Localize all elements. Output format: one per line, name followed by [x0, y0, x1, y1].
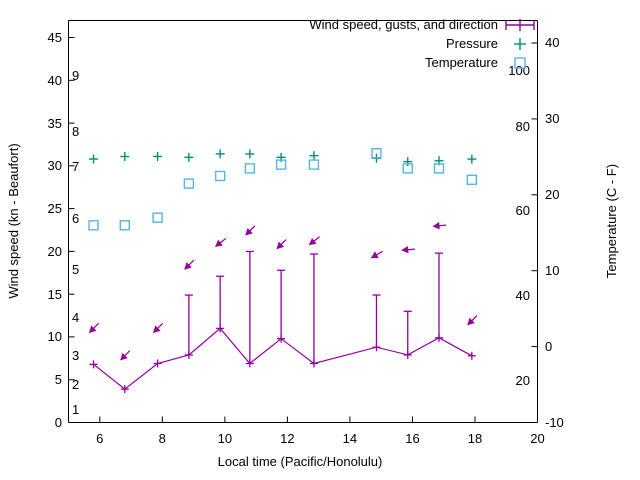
pressure-markers	[89, 149, 477, 167]
fahrenheit-label: 60	[516, 203, 530, 218]
beaufort-label: 8	[72, 124, 79, 139]
temperature-marker	[308, 159, 320, 170]
legend-label-wind: Wind speed, gusts, and direction	[309, 17, 498, 32]
legend-label-pressure: Pressure	[446, 36, 498, 51]
y-axis-labels-right: -10 0 10 20 30 40	[545, 35, 564, 430]
x-tick-label: 20	[530, 431, 544, 446]
y2-tick-label: 20	[545, 187, 559, 202]
arrow-head	[184, 262, 192, 270]
wind-direction-arrows	[88, 222, 478, 361]
temperature-marker	[88, 220, 99, 231]
fahrenheit-label: 80	[516, 119, 530, 134]
y-tick-label: 20	[48, 244, 62, 259]
legend-marker-wind	[505, 19, 535, 31]
fahrenheit-label: 40	[516, 288, 530, 303]
legend-marker-temperature	[514, 57, 526, 69]
y-tick-label: 30	[48, 158, 62, 173]
legend-label-temperature: Temperature	[425, 55, 498, 70]
x-tick-label: 16	[405, 431, 419, 446]
fahrenheit-label: 20	[516, 373, 530, 388]
y-tick-label: 40	[48, 73, 62, 88]
y-tick-label: 5	[55, 372, 62, 387]
y2-tick-label: 40	[545, 35, 559, 50]
y-axis-labels-left: 0 5 10 15 20 25 30 35 40 45	[48, 30, 62, 430]
temperature-marker	[244, 163, 256, 174]
y-tick-label: 35	[48, 116, 62, 131]
temperature-marker	[119, 220, 130, 231]
beaufort-label: 4	[72, 310, 79, 325]
data-series-layer	[88, 148, 478, 394]
temperature-marker	[183, 178, 195, 189]
gust-bars	[184, 250, 444, 364]
y-tick-label: 45	[48, 30, 62, 45]
beaufort-label: 2	[72, 377, 79, 392]
temperature-marker	[402, 163, 413, 174]
beaufort-scale-labels: 1 2 3 4 5 6 7 8 9	[72, 68, 79, 417]
beaufort-label: 1	[72, 402, 79, 417]
y-axis-title: Wind speed (kn - Beaufort)	[6, 143, 21, 298]
y2-axis-title: Temperature (C - F)	[604, 164, 619, 278]
x-tick-label: 18	[468, 431, 482, 446]
y2-tick-label: 30	[545, 111, 559, 126]
temperature-marker	[433, 163, 445, 174]
x-tick-label: 10	[218, 431, 232, 446]
arrow-head	[245, 227, 253, 236]
y-tick-label: 10	[48, 329, 62, 344]
arrow-head	[308, 237, 317, 246]
arrow-head	[88, 325, 97, 334]
y-tick-label: 15	[48, 287, 62, 302]
arrow-head	[370, 251, 379, 259]
arrow-head	[401, 246, 409, 254]
beaufort-label: 9	[72, 68, 79, 83]
y-tick-label: 25	[48, 201, 62, 216]
x-axis-title: Local time (Pacific/Honolulu)	[218, 454, 383, 469]
y-tick-label: 0	[55, 415, 62, 430]
wind-speed-markers	[89, 324, 476, 394]
arrow-head	[432, 222, 440, 230]
temperature-marker	[371, 148, 382, 159]
arrow-head	[467, 317, 475, 326]
temperature-marker	[275, 159, 287, 170]
x-tick-label: 6	[96, 431, 103, 446]
beaufort-label: 7	[72, 159, 79, 174]
temperature-marker	[466, 174, 478, 185]
y2-tick-label: 0	[545, 339, 552, 354]
legend-marker-pressure	[514, 38, 526, 50]
temperature-markers	[88, 148, 478, 231]
temperature-marker	[152, 212, 163, 223]
arrow-head	[120, 352, 128, 361]
x-tick-label: 14	[343, 431, 357, 446]
beaufort-label: 6	[72, 211, 79, 226]
fahrenheit-label: 100	[508, 63, 530, 78]
y2-tick-label: 10	[545, 263, 559, 278]
x-axis-labels: 6 8 10 12 14 16 18 20	[96, 431, 545, 446]
y-axis-ticks-right	[531, 42, 538, 423]
x-tick-label: 12	[280, 431, 294, 446]
wind-speed-line	[93, 327, 473, 390]
y2-tick-label: -10	[545, 415, 564, 430]
beaufort-label: 3	[72, 348, 79, 363]
arrow-head	[276, 241, 285, 250]
fahrenheit-scale-labels: 20 40 60 80 100	[508, 63, 530, 388]
plot-frame	[68, 20, 538, 423]
y-axis-ticks-left	[68, 37, 75, 423]
legend: Wind speed, gusts, and direction Pressur…	[309, 17, 535, 70]
arrow-head	[153, 325, 161, 334]
beaufort-label: 5	[72, 262, 79, 277]
x-tick-label: 8	[159, 431, 166, 446]
arrow-head	[215, 239, 223, 247]
temperature-marker	[214, 170, 226, 182]
x-axis-ticks	[99, 416, 538, 423]
